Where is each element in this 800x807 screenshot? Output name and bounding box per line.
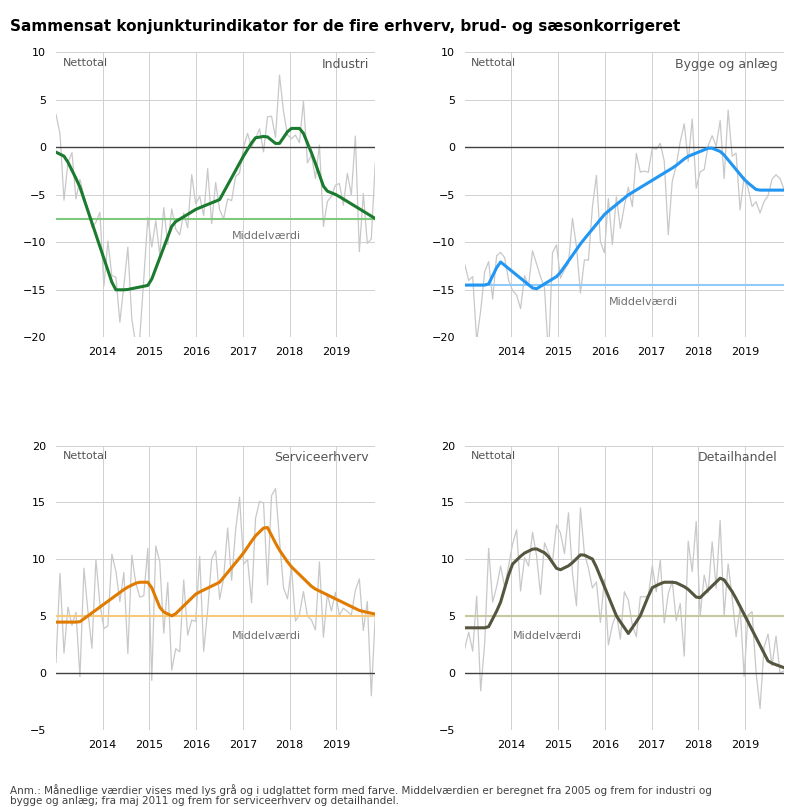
- Text: Middelværdi: Middelværdi: [232, 631, 301, 642]
- Text: Serviceerhverv: Serviceerhverv: [274, 451, 369, 464]
- Text: Sammensat konjunkturindikator for de fire erhverv, brud- og sæsonkorrigeret: Sammensat konjunkturindikator for de fir…: [10, 19, 680, 34]
- Text: Anm.: Månedlige værdier vises med lys grå og i udglattet form med farve. Middelv: Anm.: Månedlige værdier vises med lys gr…: [10, 784, 711, 797]
- Text: Detailhandel: Detailhandel: [698, 451, 778, 464]
- Text: Nettotal: Nettotal: [471, 451, 516, 462]
- Text: Nettotal: Nettotal: [62, 451, 107, 462]
- Text: Bygge og anlæg: Bygge og anlæg: [675, 58, 778, 71]
- Text: Nettotal: Nettotal: [471, 58, 516, 68]
- Text: Middelværdi: Middelværdi: [608, 298, 678, 307]
- Text: Nettotal: Nettotal: [62, 58, 107, 68]
- Text: Industri: Industri: [322, 58, 369, 71]
- Text: Middelværdi: Middelværdi: [232, 231, 301, 241]
- Text: bygge og anlæg; fra maj 2011 og frem for serviceerhverv og detailhandel.: bygge og anlæg; fra maj 2011 og frem for…: [10, 796, 398, 805]
- Text: Middelværdi: Middelværdi: [513, 631, 582, 642]
